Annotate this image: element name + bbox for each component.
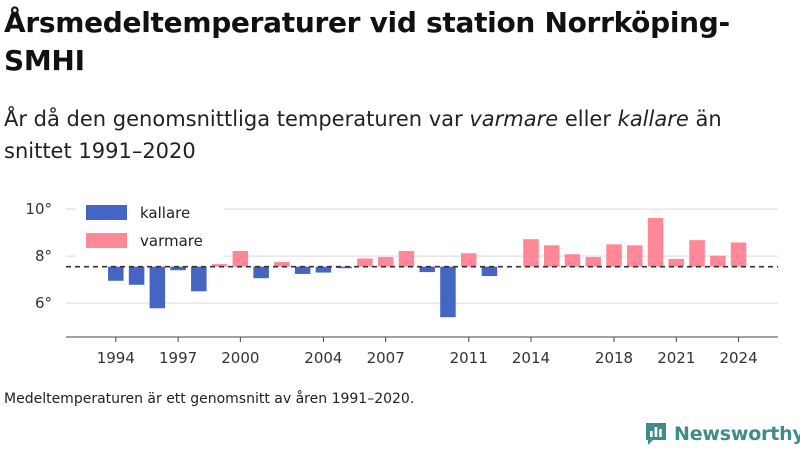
bar-2009: [419, 266, 435, 273]
page-subtitle: År då den genomsnittliga temperaturen va…: [4, 103, 784, 167]
x-tick-label: 2018: [595, 349, 633, 367]
subtitle-warmer: varmare: [469, 107, 559, 131]
bar-2012: [481, 266, 498, 277]
bar-2020: [647, 218, 664, 267]
bar-2014: [523, 239, 539, 267]
x-tick-label: 2000: [221, 349, 259, 367]
bar-2008: [398, 250, 415, 267]
bar-2006: [357, 258, 373, 267]
x-tick-label: 1994: [97, 349, 135, 367]
bar-2019: [627, 245, 643, 267]
x-tick-label: 2021: [657, 349, 695, 367]
bar-2010: [440, 266, 456, 318]
subtitle-text-2: eller: [558, 107, 618, 131]
temperature-bar-chart: 6° 8° 10° 1994 1997 2000 2004 2007 2011 2014 2018…: [25, 200, 778, 367]
subtitle-text-1: År då den genomsnittliga temperaturen va…: [4, 107, 470, 131]
x-tick-label: 1997: [159, 349, 197, 367]
bar-1999: [211, 264, 228, 267]
brand-name: Newsworthy: [674, 423, 800, 445]
bar-2002: [274, 261, 290, 267]
bar-1998: [191, 266, 207, 292]
subtitle-colder: kallare: [617, 107, 689, 131]
bar-2018: [606, 244, 622, 267]
bar-1994: [108, 266, 124, 281]
bar-2016: [564, 254, 581, 267]
bar-2007: [377, 257, 394, 267]
footnote: Medeltemperaturen är ett genomsnitt av å…: [4, 391, 415, 407]
y-tick-label: 6°: [35, 294, 52, 312]
bar-2021: [668, 258, 685, 267]
bar-2000: [232, 250, 249, 267]
bar-chart-logo-icon: [646, 423, 666, 445]
subtitle-text-3: än snittet 1991–2020: [4, 107, 722, 163]
chart-legend: kallare varmare: [76, 200, 224, 258]
y-tick-label: 8°: [35, 247, 52, 265]
bar-2003: [294, 266, 311, 274]
x-tick-label: 2024: [719, 349, 757, 367]
bar-1996: [149, 266, 166, 309]
bar-2017: [585, 257, 602, 267]
legend-label-kallare: kallare: [140, 204, 190, 222]
legend-label-varmare: varmare: [140, 232, 203, 250]
bar-2005: [336, 266, 352, 269]
legend-swatch-kallare: [86, 205, 127, 220]
bar-2004: [315, 266, 332, 273]
y-tick-label: 10°: [25, 200, 52, 218]
page-title: Årsmedeltemperaturer vid station Norrköp…: [4, 6, 730, 77]
bar-2015: [543, 245, 560, 267]
bar-2001: [253, 266, 269, 279]
chart-bars: [108, 218, 747, 318]
x-tick-label: 2011: [450, 349, 488, 367]
bar-2022: [689, 240, 705, 267]
y-axis-ticks: 6° 8° 10°: [25, 200, 52, 312]
bar-2024: [730, 242, 747, 267]
legend-swatch-varmare: [86, 233, 127, 248]
x-tick-label: 2014: [512, 349, 550, 367]
bar-1995: [128, 266, 145, 285]
x-tick-label: 2004: [304, 349, 342, 367]
brand-logo: Newsworthy: [644, 419, 800, 449]
bar-1997: [170, 266, 186, 271]
x-axis-ticks: 1994 1997 2000 2004 2007 2011 2014 2018 2021 2024: [97, 337, 758, 367]
bar-2011: [460, 253, 477, 267]
bar-2023: [710, 255, 726, 267]
x-tick-label: 2007: [367, 349, 405, 367]
